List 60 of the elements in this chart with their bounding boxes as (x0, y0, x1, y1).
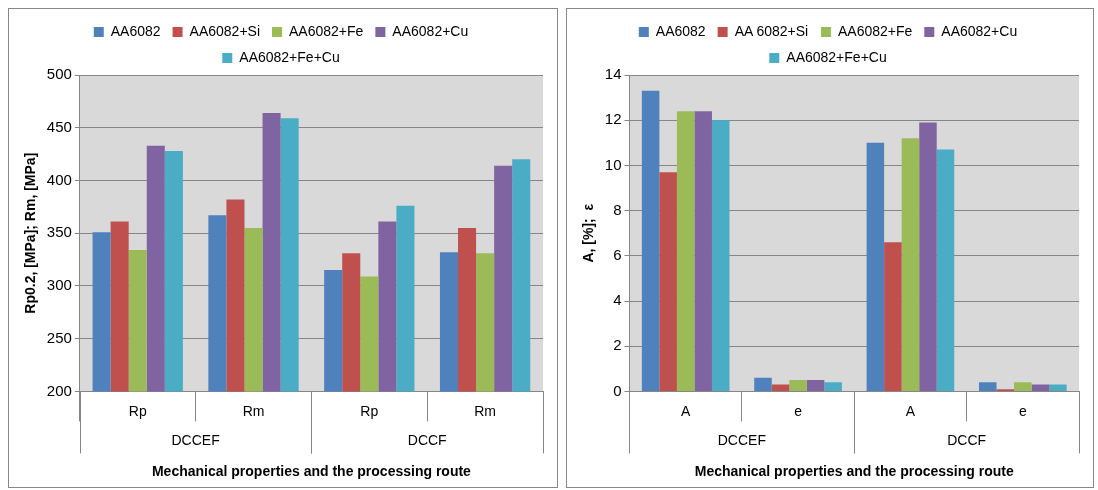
text: DCCF (407, 432, 447, 449)
y-tick-label: 450 (46, 117, 72, 135)
y-tick-label: 350 (46, 223, 72, 241)
text: DCCEF (717, 432, 766, 449)
x-tick-label: Rp (128, 402, 147, 419)
y-tick-label: 250 (46, 328, 72, 346)
y-tick-label: 6 (613, 245, 622, 263)
bar (754, 377, 772, 391)
bar (641, 90, 660, 391)
y-tick-label: 2 (613, 336, 622, 354)
x-axis-title: Mechanical properties and the processing route (694, 463, 1014, 480)
x-tick-label: A (905, 402, 916, 419)
bar (694, 111, 712, 391)
y-axis-title: A, [%]; ε (580, 203, 597, 263)
bar (919, 122, 937, 391)
legend-label: AA6082+Cu (941, 22, 1018, 39)
bar (711, 120, 730, 391)
bar (824, 382, 842, 391)
y-tick-label: 0 (613, 381, 622, 399)
y-tick-label: 4 (613, 291, 622, 309)
bar (806, 380, 825, 391)
bar (866, 142, 885, 391)
legend-label: AA6082 (110, 22, 161, 39)
legend-label: AA6082+Fe (289, 22, 364, 39)
x-tick-label: Rm (474, 402, 496, 419)
y-tick-label: 300 (46, 276, 72, 294)
y-axis-title: Rp0.2, [MPa]; Rm, [MPa] (22, 152, 39, 314)
y-tick-label: 14 (604, 65, 622, 83)
x-tick-label: Rp (360, 402, 379, 419)
bar (884, 242, 902, 391)
text: DCCEF (171, 432, 220, 449)
legend-label: AA 6082+Si (734, 22, 809, 39)
bar (1014, 382, 1032, 391)
bar (771, 384, 790, 391)
x-axis-title: Mechanical properties and the processing route (151, 463, 472, 480)
legend-label: AA6082+Fe+Cu (786, 48, 887, 65)
bar (676, 111, 695, 391)
legend-label: AA6082+Fe+Cu (239, 48, 340, 65)
x-tick-label: A (681, 402, 691, 419)
x-tick-label: e (1018, 402, 1027, 419)
legend-label: AA6082+Fe (837, 22, 913, 39)
legend-label: AA6082+Cu (392, 22, 469, 39)
text: DCCF (947, 432, 987, 449)
bar (1049, 384, 1067, 391)
y-tick-label: 500 (46, 65, 72, 83)
bar (659, 172, 677, 391)
bar (901, 138, 920, 391)
y-tick-label: 12 (604, 110, 622, 128)
bar (1031, 384, 1050, 391)
y-tick-label: 400 (46, 170, 72, 188)
y-tick-label: 200 (46, 381, 72, 399)
bar (789, 380, 807, 391)
bar (936, 149, 955, 391)
x-tick-label: e (794, 402, 803, 419)
bar (978, 382, 997, 391)
x-tick-label: Rm (242, 402, 265, 419)
legend-label: AA6082 (655, 22, 706, 39)
legend-label: AA6082+Si (189, 22, 261, 39)
y-tick-label: 10 (604, 155, 622, 173)
y-tick-label: 8 (613, 200, 622, 218)
